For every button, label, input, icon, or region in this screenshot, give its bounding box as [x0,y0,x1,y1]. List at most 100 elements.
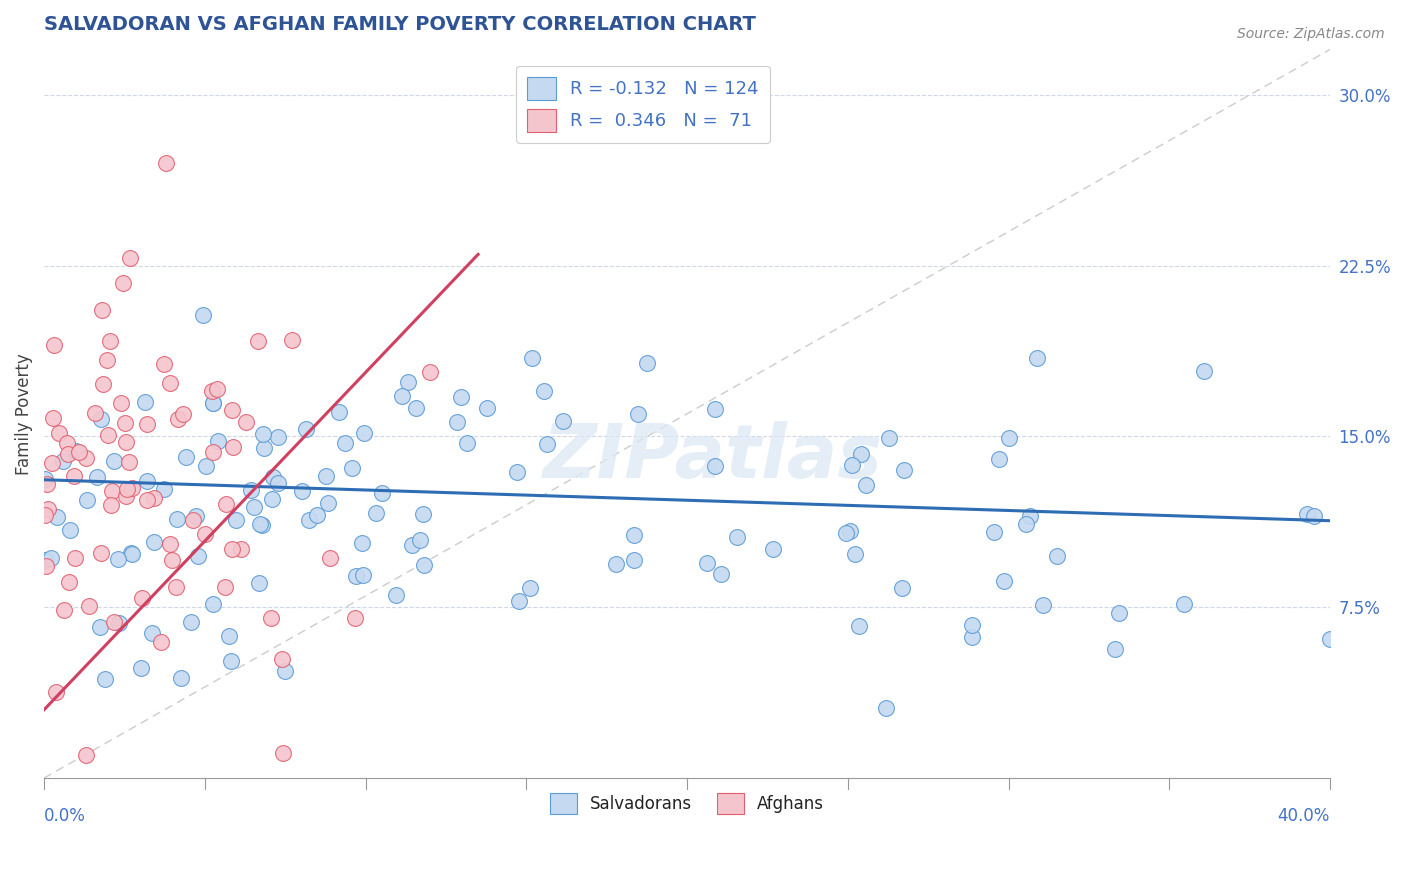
Point [41,411,63,425]
Point [159,376,181,390]
Point [762,541,785,556]
Point [159,537,181,551]
Point [75,450,97,465]
Point [56,447,79,461]
Point [152,358,174,372]
Point [235,415,257,429]
Point [703,458,725,473]
Point [90,302,112,317]
Point [998,431,1021,445]
Point [960,630,983,644]
Point [76,493,98,508]
Point [353,426,375,441]
Point [319,550,342,565]
Point [252,426,274,441]
Point [45,685,67,699]
Point [551,413,574,427]
Point [384,588,406,602]
Point [253,441,276,455]
Point [835,526,858,541]
Point [214,497,236,511]
Point [250,517,273,532]
Point [419,365,441,379]
Point [262,470,284,484]
Point [58,574,80,589]
Text: SALVADORAN VS AFGHAN FAMILY POVERTY CORRELATION CHART: SALVADORAN VS AFGHAN FAMILY POVERTY CORR… [44,15,756,34]
Point [75,748,97,763]
Point [142,491,165,505]
Point [605,557,627,571]
Point [134,395,156,409]
Point [135,417,157,432]
Point [848,619,870,633]
Point [135,493,157,508]
Point [84,406,107,420]
Point [205,383,228,397]
Point [328,405,350,419]
Point [219,654,242,668]
Point [90,546,112,560]
Point [45,510,67,524]
Point [413,558,436,572]
Point [391,389,413,403]
Point [877,431,900,445]
Y-axis label: Family Poverty: Family Poverty [15,353,32,475]
Point [247,334,270,348]
Point [703,402,725,417]
Point [194,527,217,541]
Point [201,597,224,611]
Point [344,568,367,582]
Point [450,390,472,404]
Point [983,524,1005,539]
Point [100,499,122,513]
Point [63,551,86,566]
Point [1173,597,1195,611]
Point [342,461,364,475]
Point [114,416,136,430]
Point [100,334,122,348]
Point [260,491,283,506]
Point [94,672,117,686]
Point [165,580,187,594]
Point [107,552,129,566]
Point [67,444,90,458]
Point [115,482,138,496]
Point [1104,642,1126,657]
Text: Source: ZipAtlas.com: Source: ZipAtlas.com [1237,27,1385,41]
Point [89,620,111,634]
Point [849,447,872,461]
Point [249,576,271,591]
Point [86,469,108,483]
Point [91,376,114,391]
Point [1015,517,1038,532]
Point [533,384,555,399]
Point [118,455,141,469]
Point [143,535,166,549]
Point [34,508,56,523]
Point [243,500,266,515]
Point [48,425,70,440]
Point [180,615,202,630]
Point [65,443,87,458]
Point [155,156,177,170]
Point [370,486,392,500]
Point [536,437,558,451]
Point [710,567,733,582]
Point [636,356,658,370]
Point [725,530,748,544]
Point [839,524,862,538]
Point [960,618,983,632]
Point [222,440,245,454]
Point [110,396,132,410]
Point [41,456,63,470]
Point [477,401,499,416]
Point [184,509,207,524]
Point [120,546,142,560]
Text: 40.0%: 40.0% [1278,807,1330,825]
Point [103,615,125,629]
Point [229,542,252,557]
Point [207,434,229,448]
Point [51,454,73,468]
Point [522,351,544,365]
Point [891,581,914,595]
